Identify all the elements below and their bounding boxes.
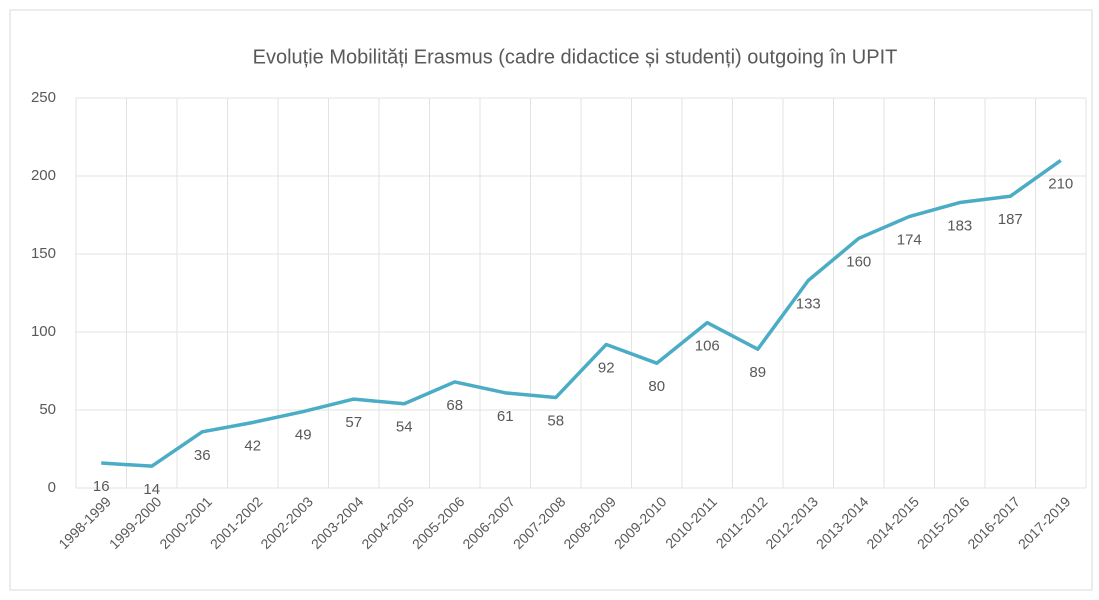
data-label: 61	[497, 408, 514, 425]
data-label: 49	[295, 427, 312, 444]
data-label: 16	[93, 478, 110, 495]
data-label: 89	[749, 364, 766, 381]
data-label: 58	[547, 412, 564, 429]
y-tick-label: 0	[48, 479, 56, 496]
data-label: 106	[695, 338, 720, 355]
y-tick-label: 250	[31, 89, 56, 106]
chart-title: Evoluție Mobilități Erasmus (cadre didac…	[253, 46, 898, 68]
data-label: 54	[396, 419, 413, 436]
data-label: 133	[796, 295, 821, 312]
data-label: 210	[1048, 175, 1073, 192]
data-label: 92	[598, 359, 615, 376]
chart-frame	[9, 9, 1093, 591]
data-label: 36	[194, 447, 211, 464]
data-label: 160	[846, 253, 871, 270]
y-tick-label: 100	[31, 323, 56, 340]
data-label: 68	[446, 397, 463, 414]
y-tick-label: 50	[39, 401, 56, 418]
y-tick-label: 150	[31, 245, 56, 262]
data-label: 80	[648, 378, 665, 395]
data-label: 174	[897, 232, 922, 249]
data-label: 14	[143, 481, 160, 498]
data-label: 42	[244, 437, 261, 454]
data-label: 183	[947, 217, 972, 234]
data-label: 187	[998, 211, 1023, 228]
y-tick-label: 200	[31, 167, 56, 184]
data-label: 57	[345, 414, 362, 431]
line	[101, 158, 1062, 468]
